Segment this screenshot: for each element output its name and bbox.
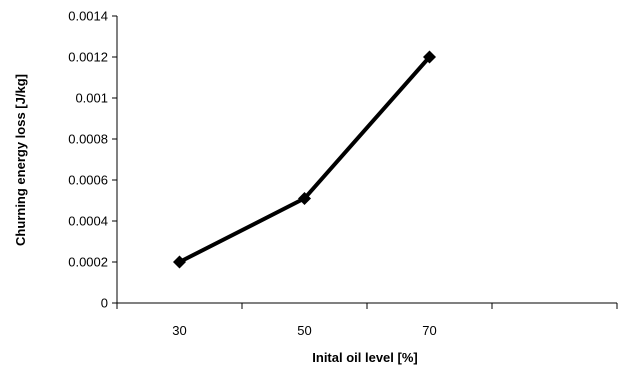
y-tick-label: 0.0012 [68, 50, 108, 65]
x-tick-group: 30 50 70 [116, 303, 618, 338]
y-tick-label: 0.0008 [68, 132, 108, 147]
data-point-marker [173, 255, 186, 269]
y-tick-label: 0.0014 [68, 9, 108, 24]
data-point-marker [298, 191, 311, 205]
series-line [178, 55, 431, 264]
y-tick-label: 0.0004 [68, 214, 108, 229]
data-points [173, 50, 436, 269]
data-point-marker [423, 50, 436, 64]
y-tick-label: 0.0006 [68, 173, 108, 188]
x-tick-label: 50 [297, 323, 311, 338]
y-tick-label: 0 [101, 296, 108, 311]
y-axis-title: Churning energy loss [J/kg] [13, 74, 28, 246]
x-axis-title: Inital oil level [%] [312, 350, 417, 365]
y-tick-group: 0 0.0002 0.0004 0.0006 0.0008 0.001 0.0012 0.00… [68, 9, 117, 311]
x-tick-label: 70 [422, 323, 436, 338]
y-tick-label: 0.0002 [68, 255, 108, 270]
x-tick-label: 30 [172, 323, 186, 338]
y-tick-label: 0.001 [75, 91, 108, 106]
